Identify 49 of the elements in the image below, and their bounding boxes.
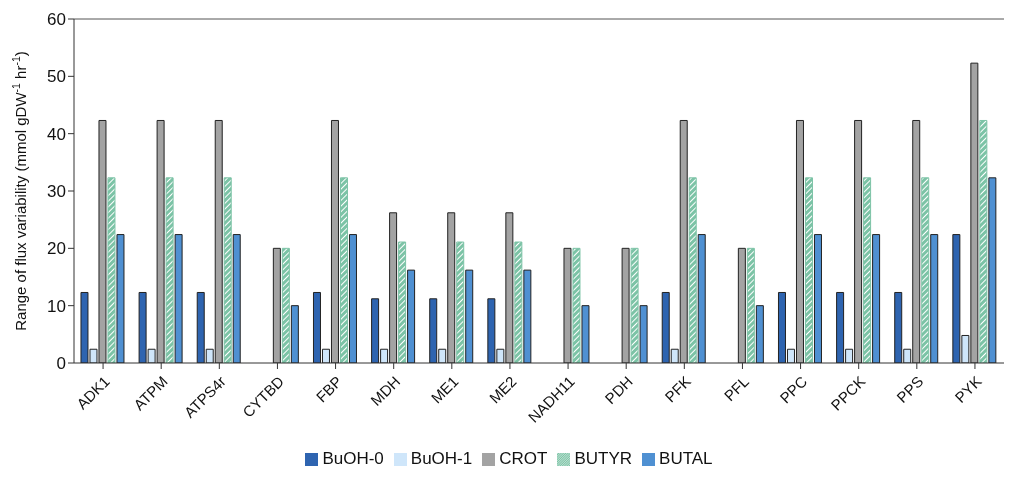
bar [581,305,590,363]
bar [813,234,822,363]
y-tick-label: 20 [47,239,66,259]
y-tick-label: 40 [47,124,66,144]
bar [697,234,706,363]
bar [465,269,474,363]
bar [407,269,416,363]
x-tick-label: PFL [720,372,753,405]
bar [630,247,639,363]
y-tick-label: 0 [56,354,66,374]
bar [232,234,241,363]
y-tick-label: 50 [47,67,66,87]
y-tick-label: 30 [47,182,66,202]
bar [863,177,872,363]
bar [804,177,813,363]
legend-label: BUTAL [659,449,713,468]
bar [523,269,532,363]
bar [755,305,764,363]
bar [290,305,299,363]
bar [572,247,581,363]
bar [688,177,697,363]
bar [456,241,465,363]
bar [621,247,630,363]
legend-label: CROT [499,449,548,468]
bar [398,241,407,363]
bar [272,247,281,363]
bar [979,119,988,363]
bar [281,247,290,363]
legend-label: BuOH-0 [322,449,384,468]
bar [872,234,881,363]
bar [639,305,648,363]
y-tick-label: 10 [47,296,66,316]
legend-label: BUTYR [574,449,633,468]
bar [116,234,125,363]
bar [563,247,572,363]
bar [165,177,174,363]
legend-label: BuOH-1 [410,449,473,468]
bar [339,177,348,363]
bar [988,177,997,363]
bar [107,177,116,363]
bar [930,234,939,363]
bar [514,241,523,363]
bar [737,247,746,363]
bar [174,234,183,363]
bar [223,177,232,363]
bar [348,234,357,363]
bar [921,177,930,363]
bar [746,247,755,363]
y-tick-label: 60 [47,10,66,30]
